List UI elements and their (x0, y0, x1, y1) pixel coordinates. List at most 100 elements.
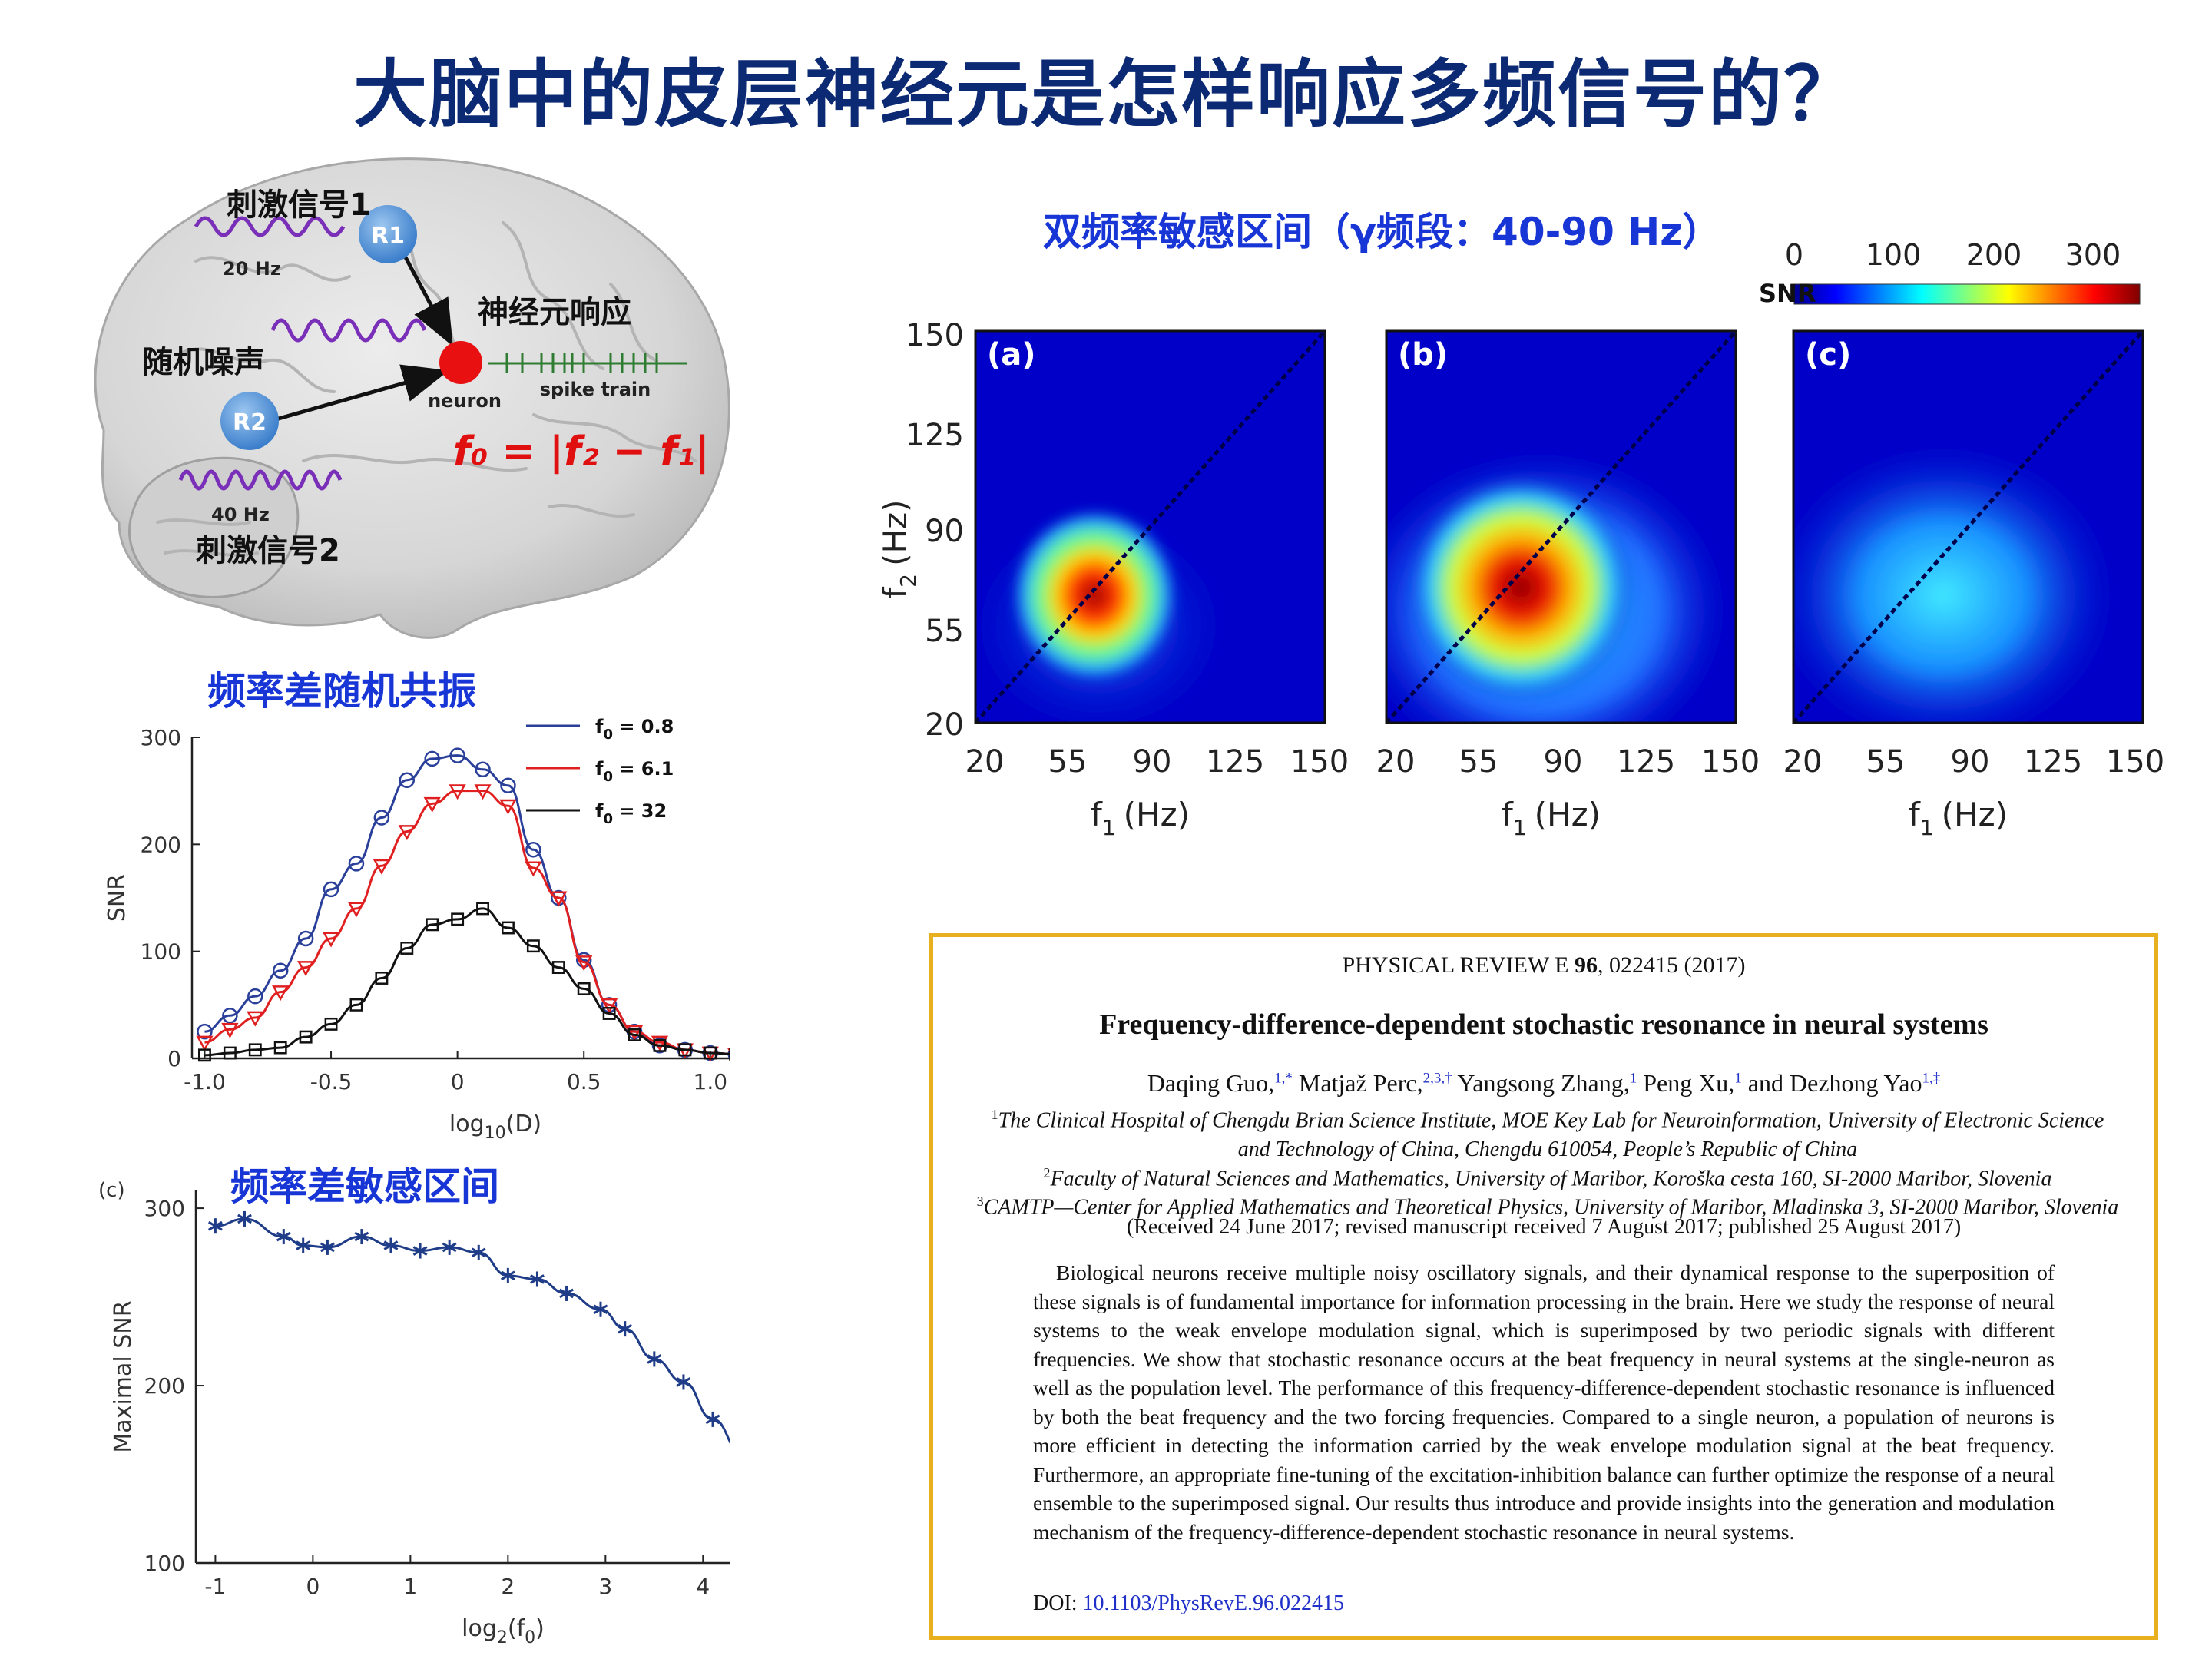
data-point (248, 1043, 262, 1057)
data-point (550, 891, 568, 907)
affiliation-3: 3CAMTP—Center for Applied Mathematics an… (976, 1194, 2119, 1220)
data-point (221, 1022, 239, 1038)
ylabel-unit: (Hz) (876, 499, 914, 565)
data-point (575, 955, 593, 972)
xlabel-b: f1 (Hz) (1502, 796, 1601, 840)
paper-doi: DOI: 10.1103/PhysRevE.96.022415 (1033, 1591, 1344, 1615)
legend-entry: f0 = 6.1 (595, 758, 674, 785)
data-point (373, 810, 390, 826)
data-point (297, 961, 315, 977)
chart2-title: 频率差敏感区间 (230, 1164, 499, 1209)
xa-55: 55 (1048, 744, 1088, 780)
data-point (704, 1046, 717, 1060)
data-point (207, 1218, 223, 1234)
data-point (525, 861, 542, 877)
y-tick-125: 125 (906, 418, 964, 453)
data-point (247, 988, 263, 1005)
ylabel-sub: 2 (896, 574, 921, 588)
data-point (349, 998, 363, 1012)
y-tick-label: 100 (144, 1551, 185, 1576)
data-point (475, 761, 491, 778)
heatmap-ylabel: f2 (Hz) (876, 499, 921, 598)
data-point (400, 942, 414, 955)
data-point (442, 1239, 457, 1255)
xa-125: 125 (1206, 744, 1264, 780)
data-point (424, 750, 440, 767)
data-point (354, 1229, 369, 1245)
data-point (449, 747, 465, 763)
data-point (299, 1030, 313, 1044)
x-tick-label: -1.0 (184, 1069, 226, 1094)
data-point (223, 1046, 237, 1060)
chart1-title: 频率差随机共振 (207, 669, 476, 714)
stim2-wave (178, 469, 343, 491)
data-point (197, 1023, 213, 1040)
heatmaps-heading: 双频率敏感区间（γ频段：40-90 Hz） (1043, 210, 1721, 254)
data-point (577, 982, 591, 995)
data-point (676, 1374, 691, 1390)
series-2 (198, 902, 730, 1062)
neuron-label: neuron (428, 390, 502, 412)
data-point (451, 912, 465, 926)
x-tick-label: 0 (306, 1574, 320, 1599)
data-point (412, 1243, 428, 1259)
data-point (593, 1301, 608, 1317)
data-point (375, 972, 389, 985)
x-axis-label: log10(D) (449, 1111, 541, 1143)
xc-90: 90 (1951, 744, 1990, 780)
data-point (323, 881, 339, 898)
data-point (324, 1017, 338, 1031)
data-point (398, 825, 416, 841)
series-line (204, 907, 730, 1057)
received-dates: (Received 24 June 2017; revised manuscri… (1126, 1215, 1962, 1239)
cerebellum (127, 456, 300, 598)
y-tick-label: 100 (141, 939, 181, 965)
panel-label: (c) (98, 1179, 125, 1202)
data-point (273, 1041, 287, 1055)
colorbar-tick-300: 300 (2065, 238, 2121, 272)
ylabel-main: f (876, 587, 914, 599)
y-tick-label: 0 (167, 1046, 181, 1071)
xb-150: 150 (1701, 744, 1760, 780)
data-point (530, 1271, 545, 1287)
data-point (474, 784, 492, 800)
y-tick-20: 20 (925, 707, 964, 743)
heatmap-y-ticks: 150 125 90 55 20 (906, 318, 964, 743)
paper-title: Frequency-difference-dependent stochasti… (1099, 1008, 1988, 1041)
stim2-freq: 40 Hz (211, 504, 270, 525)
response-label: 神经元响应 (478, 295, 631, 330)
x-tick-label: 0.5 (567, 1069, 601, 1094)
xb-125: 125 (1617, 744, 1675, 780)
data-point (476, 902, 489, 916)
xa-20: 20 (965, 744, 1005, 780)
paper-abstract-box: PHYSICAL REVIEW E 96, 022415 (2017) Freq… (929, 933, 2158, 1640)
slide-title: 大脑中的皮层神经元是怎样响应多频信号的？ (353, 51, 1859, 137)
data-point (222, 1008, 238, 1024)
data-point (276, 1229, 291, 1245)
y-tick-label: 300 (141, 725, 181, 750)
data-point (502, 921, 515, 935)
data-point (618, 1321, 633, 1337)
panel-a-label: (a) (987, 337, 1036, 373)
noise-label: 随机噪声 (142, 345, 265, 380)
data-point (499, 799, 517, 815)
xb-55: 55 (1459, 744, 1498, 780)
spike-train (505, 353, 658, 373)
data-point (525, 842, 541, 858)
xc-125: 125 (2024, 744, 2082, 780)
y-axis-label: SNR (104, 874, 131, 922)
x-tick-label: 1.0 (694, 1069, 728, 1094)
data-point (399, 772, 416, 788)
data-point (426, 918, 439, 932)
x-axis-label: log2(f0) (462, 1615, 545, 1647)
doi-link[interactable]: 10.1103/PhysRevE.96.022415 (1082, 1591, 1344, 1615)
data-point (296, 1237, 311, 1253)
y-tick-55: 55 (925, 614, 964, 649)
r2-node (220, 392, 279, 450)
data-point (651, 1035, 669, 1051)
x-tick-label: 0 (451, 1069, 465, 1094)
x-tick-label: 4 (696, 1574, 710, 1599)
y-tick-label: 200 (144, 1373, 185, 1399)
xa-150: 150 (1290, 744, 1349, 780)
paper-abstract: Biological neurons receive multiple nois… (1033, 1260, 2055, 1544)
